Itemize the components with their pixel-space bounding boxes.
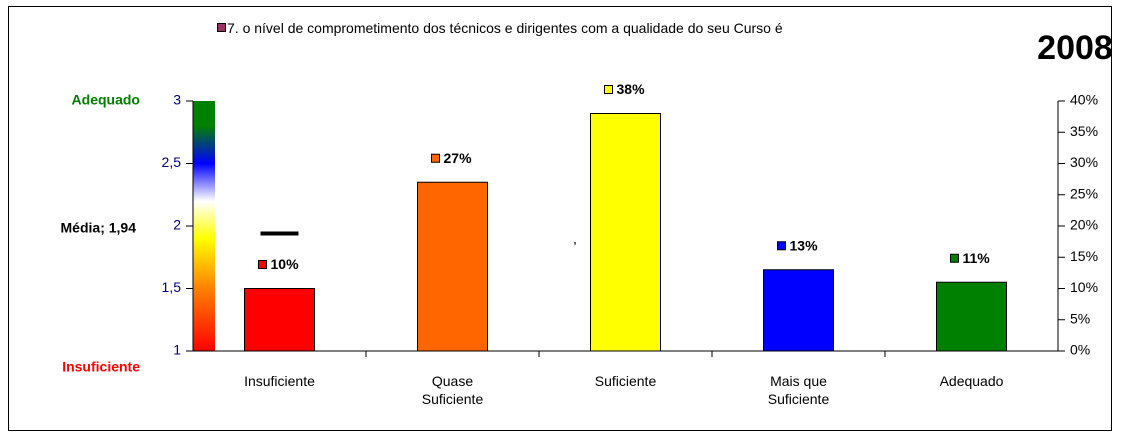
y-tick-label: 2,5 — [162, 154, 182, 170]
y2-tick-label: 0% — [1070, 342, 1090, 358]
scale-top-label: Adequado — [72, 92, 140, 108]
x-tick-label: Quase Suficiente — [421, 373, 484, 407]
value-label-swatch — [950, 253, 959, 263]
bar — [936, 281, 1007, 352]
y2-tick-label: 15% — [1070, 248, 1098, 264]
bar — [244, 288, 315, 352]
x-tick-label: Adequado — [939, 373, 1004, 389]
value-label-swatch — [431, 153, 440, 163]
bar — [590, 113, 661, 352]
value-label: 10% — [271, 256, 300, 272]
y2-tick-label: 25% — [1070, 185, 1098, 201]
value-label: 27% — [444, 150, 473, 166]
value-label: 38% — [617, 81, 646, 97]
value-label: 11% — [963, 250, 991, 266]
legend-label: 7. o nível de comprometimento dos técnic… — [227, 20, 783, 36]
annotation: , — [573, 231, 577, 247]
value-label-swatch — [604, 85, 613, 94]
y2-tick-label: 20% — [1070, 217, 1098, 233]
y2-tick-label: 35% — [1070, 123, 1098, 139]
x-tick-label: Insuficiente — [244, 373, 315, 389]
legend-swatch — [217, 23, 226, 32]
x-tick-label: Suficiente — [594, 373, 657, 389]
chart-border — [8, 6, 1112, 431]
y-tick-label: 1 — [173, 342, 181, 358]
scale-bottom-label: Insuficiente — [62, 359, 140, 375]
y-tick-label: 1,5 — [162, 279, 182, 295]
value-label-swatch — [777, 241, 786, 251]
bar — [417, 181, 488, 352]
chart-title: 2008 — [1037, 29, 1113, 67]
x-tick-label: Mais que Suficiente — [767, 373, 830, 407]
y-tick-label: 2 — [173, 217, 181, 233]
y2-tick-label: 10% — [1070, 279, 1098, 295]
y-tick-label: 3 — [173, 92, 181, 108]
scale-gradient — [193, 101, 215, 351]
bar — [763, 269, 834, 352]
mean-label: Média; 1,94 — [61, 220, 137, 236]
y2-tick-label: 5% — [1070, 310, 1090, 326]
value-label: 13% — [790, 237, 819, 253]
y2-tick-label: 30% — [1070, 154, 1098, 170]
legend: 7. o nível de comprometimento dos técnic… — [217, 19, 867, 37]
value-label-swatch — [258, 260, 267, 269]
y2-tick-label: 40% — [1070, 92, 1098, 108]
